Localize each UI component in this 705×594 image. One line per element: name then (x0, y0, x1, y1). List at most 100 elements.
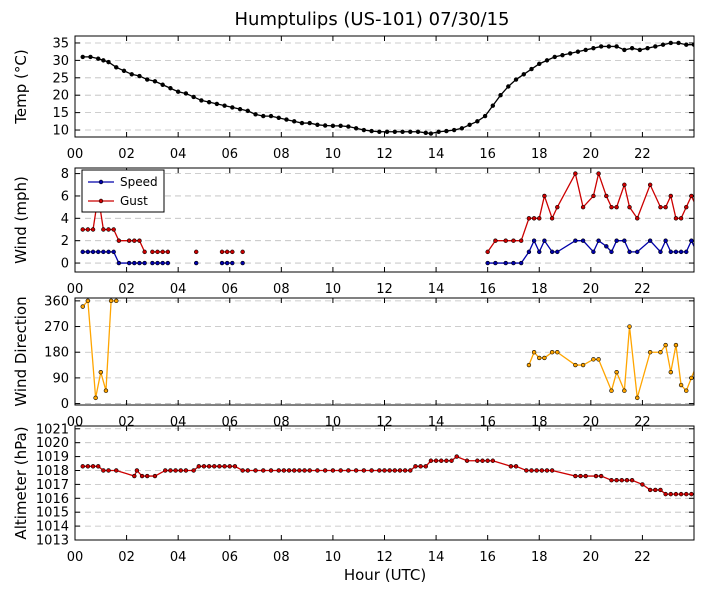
data-point (660, 42, 666, 47)
data-point (101, 58, 106, 63)
data-point (281, 468, 287, 473)
data-point (90, 227, 96, 232)
data-point (678, 216, 684, 221)
data-point (330, 468, 336, 473)
data-point (689, 375, 694, 381)
data-point (647, 350, 653, 355)
data-point (346, 124, 351, 129)
data-point (475, 458, 480, 463)
x-tick-label: 04 (170, 147, 187, 162)
x-tick-label: 12 (376, 550, 393, 565)
data-point (224, 260, 230, 266)
x-tick-label: 06 (221, 282, 238, 297)
data-point (575, 49, 581, 54)
y-axis-label: Wind (mph) (12, 176, 30, 264)
data-point (521, 72, 526, 77)
y-tick-label: 1021 (36, 422, 69, 437)
data-point (369, 128, 374, 134)
data-point (508, 464, 514, 469)
data-point (627, 204, 632, 210)
data-point (614, 238, 619, 243)
data-point (163, 468, 168, 473)
data-point (126, 260, 132, 266)
data-point (663, 238, 668, 243)
x-tick-label: 22 (634, 147, 651, 162)
data-point (369, 468, 374, 473)
data-point (183, 468, 189, 473)
data-point (493, 260, 498, 266)
data-point (132, 238, 137, 243)
data-point (673, 249, 679, 255)
data-point (111, 249, 116, 255)
data-point (695, 205, 699, 209)
data-point (392, 468, 398, 473)
data-point (544, 468, 550, 473)
x-tick-label: 14 (428, 550, 445, 565)
x-tick-label: 08 (273, 282, 290, 297)
data-point (555, 204, 560, 210)
data-point (518, 238, 524, 243)
data-point (168, 468, 173, 473)
data-point (139, 473, 145, 479)
data-point (439, 458, 444, 463)
data-point (160, 82, 165, 87)
data-point (673, 342, 679, 348)
data-point (580, 204, 586, 210)
data-point (583, 473, 588, 479)
data-point (199, 98, 204, 103)
data-point (214, 101, 220, 107)
data-point (106, 227, 111, 232)
data-point (596, 238, 601, 243)
data-point (80, 54, 85, 60)
x-tick-label: 22 (634, 550, 651, 565)
data-point (80, 227, 85, 232)
y-tick-label: 1020 (36, 436, 69, 451)
x-tick-label: 06 (221, 147, 238, 162)
y-tick-label: 10 (52, 124, 69, 139)
legend-box (81, 169, 165, 213)
data-point (206, 464, 212, 469)
data-point (377, 129, 382, 134)
data-point (85, 464, 91, 469)
data-point (658, 204, 663, 210)
axes-frame (74, 297, 695, 406)
data-point (700, 250, 704, 254)
data-point (377, 468, 382, 473)
data-point (485, 249, 490, 255)
data-point (292, 468, 297, 473)
data-point (596, 357, 601, 362)
x-tick-label: 18 (531, 550, 548, 565)
y-tick-label: 1013 (36, 534, 69, 549)
data-point (93, 395, 98, 401)
y-tick-label: 2 (61, 234, 69, 249)
data-point (622, 47, 627, 53)
data-point (80, 464, 85, 469)
data-point (503, 238, 508, 243)
data-point (580, 238, 586, 243)
data-point (614, 369, 619, 375)
data-point (537, 216, 542, 221)
data-point (668, 369, 673, 375)
data-point (307, 468, 312, 473)
data-point (322, 123, 328, 128)
data-point (212, 464, 217, 469)
y-tick-label: 4 (61, 212, 69, 227)
x-tick-label: 14 (428, 147, 445, 162)
data-point (537, 249, 542, 255)
data-point (700, 492, 704, 496)
data-point (106, 59, 111, 65)
data-point (622, 182, 627, 187)
data-point (518, 260, 524, 266)
data-point (531, 350, 537, 355)
data-point (485, 260, 490, 266)
legend: Speed Gust (81, 169, 165, 213)
data-point (322, 468, 328, 473)
data-point (668, 193, 673, 199)
data-point (695, 250, 699, 254)
y-tick-label: 1019 (36, 450, 69, 465)
data-point (297, 468, 302, 473)
data-point (622, 238, 627, 243)
x-tick-label: 02 (118, 147, 135, 162)
